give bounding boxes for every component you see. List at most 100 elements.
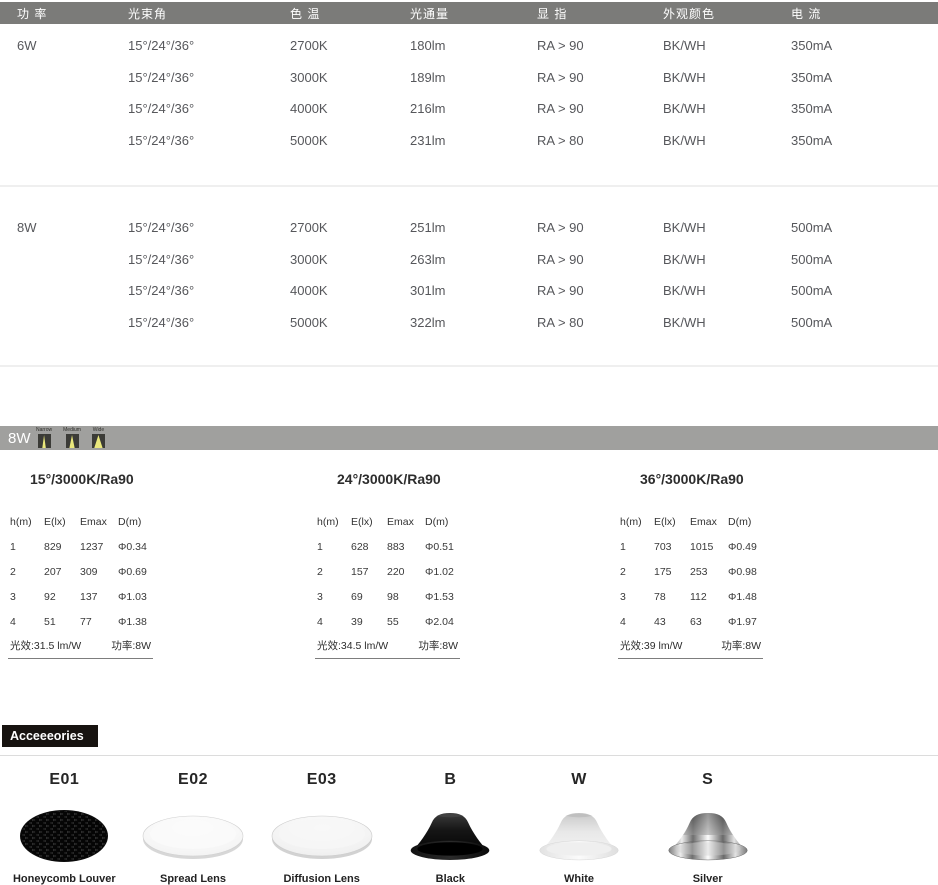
- section-divider: [0, 185, 938, 187]
- cell-flux: 322lm: [410, 314, 446, 330]
- cell-cct: 4000K: [290, 101, 328, 117]
- accessory-name: Diffusion Lens: [283, 873, 360, 885]
- pv-d: Φ0.69: [118, 565, 147, 578]
- accessories-divider: [0, 755, 938, 756]
- spec-row: 15°/24°/36° 3000K 263lm RA > 90 BK/WH 50…: [0, 244, 938, 276]
- spec-row: 15°/24°/36° 3000K 189lm RA > 90 BK/WH 35…: [0, 62, 938, 94]
- efficacy-label: 光效:31.5 lm/W: [10, 640, 82, 652]
- cell-current: 350mA: [791, 101, 833, 117]
- pv-h: 3: [620, 590, 626, 603]
- photometric-section-bar: 8W Narrow Medium Wide: [0, 426, 938, 450]
- accessory-code: E03: [306, 771, 337, 788]
- cell-cct: 4000K: [290, 283, 328, 299]
- cell-cct: 2700K: [290, 220, 328, 236]
- silver-reflector-image: [662, 805, 754, 867]
- spec-group-6w: 6W 15°/24°/36° 2700K 180lm RA > 90 BK/WH…: [0, 30, 938, 156]
- cell-cri: RA > 90: [537, 220, 584, 236]
- pv-e: 628: [351, 540, 369, 553]
- pv-h: 4: [620, 615, 626, 628]
- cell-current: 350mA: [791, 69, 833, 85]
- photometric-table-15deg: 15°/3000K/Ra90 h(m) E(lx) Emax D(m) 1 82…: [8, 471, 315, 659]
- beam-icon-group: Narrow Medium Wide: [36, 427, 105, 448]
- cell-cri: RA > 90: [537, 69, 584, 85]
- ph-h: h(m): [620, 515, 642, 528]
- cell-cri: RA > 80: [537, 314, 584, 330]
- cell-current: 500mA: [791, 283, 833, 299]
- pv-h: 1: [620, 540, 626, 553]
- ph-d: D(m): [118, 515, 142, 528]
- photometric-table-title: 15°/3000K/Ra90: [30, 471, 134, 487]
- photometric-row: 1 829 1237 Φ0.34: [8, 534, 315, 559]
- cell-cct: 3000K: [290, 69, 328, 85]
- spread-lens-image: [141, 805, 245, 867]
- photometric-row: 4 51 77 Φ1.38: [8, 609, 315, 634]
- cell-cct: 2700K: [290, 38, 328, 54]
- cell-cct: 3000K: [290, 251, 328, 267]
- pv-emax: 63: [690, 615, 702, 628]
- cell-flux: 301lm: [410, 283, 446, 299]
- pv-emax: 112: [690, 590, 707, 603]
- pv-h: 2: [620, 565, 626, 578]
- accessory-code: E02: [178, 771, 208, 788]
- pv-h: 3: [317, 590, 323, 603]
- cell-current: 500mA: [791, 314, 833, 330]
- pv-emax: 1237: [80, 540, 104, 553]
- photometric-header-row: h(m) E(lx) Emax D(m): [315, 509, 618, 534]
- cell-finish: BK/WH: [663, 283, 706, 299]
- cell-finish: BK/WH: [663, 132, 706, 148]
- photometric-row: 4 39 55 Φ2.04: [315, 609, 618, 634]
- cell-current: 350mA: [791, 132, 833, 148]
- cell-beam: 15°/24°/36°: [128, 38, 195, 54]
- cell-finish: BK/WH: [663, 69, 706, 85]
- power-label: 功率:8W: [111, 640, 151, 652]
- pv-emax: 137: [80, 590, 98, 603]
- pv-emax: 55: [387, 615, 399, 628]
- beam-item-medium: Medium: [63, 427, 81, 448]
- pv-e: 207: [44, 565, 62, 578]
- pv-d: Φ1.38: [118, 615, 147, 628]
- ph-emax: Emax: [690, 515, 717, 528]
- col-header-beam-angle: 光束角: [128, 6, 168, 21]
- pv-emax: 98: [387, 590, 399, 603]
- power-label: 功率:8W: [721, 640, 761, 652]
- pv-h: 3: [10, 590, 16, 603]
- cell-current: 500mA: [791, 251, 833, 267]
- accessory-name: Black: [435, 873, 466, 885]
- ph-d: D(m): [728, 515, 752, 528]
- medium-beam-icon: [65, 434, 79, 448]
- accessory-item-white: W: [515, 771, 644, 885]
- photometric-row: 1 628 883 Φ0.51: [315, 534, 618, 559]
- cell-finish: BK/WH: [663, 314, 706, 330]
- cell-cri: RA > 80: [537, 132, 584, 148]
- spec-row: 8W 15°/24°/36° 2700K 251lm RA > 90 BK/WH…: [0, 212, 938, 244]
- pv-h: 4: [10, 615, 16, 628]
- white-reflector-image: [533, 805, 625, 867]
- pv-d: Φ1.03: [118, 590, 147, 603]
- spec-table-header: 功 率 光束角 色 温 光通量 显 指 外观颜色 电 流: [0, 2, 938, 24]
- pv-h: 2: [10, 565, 16, 578]
- pv-e: 69: [351, 590, 363, 603]
- pv-e: 703: [654, 540, 672, 553]
- cell-cri: RA > 90: [537, 101, 584, 117]
- narrow-beam-icon: [37, 434, 51, 448]
- col-header-cct: 色 温: [290, 6, 321, 21]
- ph-e: E(lx): [44, 515, 66, 528]
- cell-power: 6W: [17, 38, 37, 54]
- cell-beam: 15°/24°/36°: [128, 132, 195, 148]
- cell-cct: 5000K: [290, 132, 328, 148]
- cell-beam: 15°/24°/36°: [128, 314, 195, 330]
- beam-label: Wide: [92, 427, 105, 433]
- pv-e: 92: [44, 590, 56, 603]
- photometric-row: 1 703 1015 Φ0.49: [618, 534, 938, 559]
- cell-finish: BK/WH: [663, 251, 706, 267]
- beam-cone-shape: [69, 435, 75, 448]
- cell-flux: 231lm: [410, 132, 446, 148]
- col-header-flux: 光通量: [410, 6, 450, 21]
- pv-d: Φ0.51: [425, 540, 454, 553]
- pv-d: Φ1.48: [728, 590, 757, 603]
- wide-beam-icon: [91, 434, 105, 448]
- accessory-code: W: [571, 771, 587, 788]
- photometric-table-title: 24°/3000K/Ra90: [337, 471, 441, 487]
- photometric-footer: 光效:39 lm/W 功率:8W: [618, 634, 763, 659]
- efficacy-label: 光效:34.5 lm/W: [317, 640, 389, 652]
